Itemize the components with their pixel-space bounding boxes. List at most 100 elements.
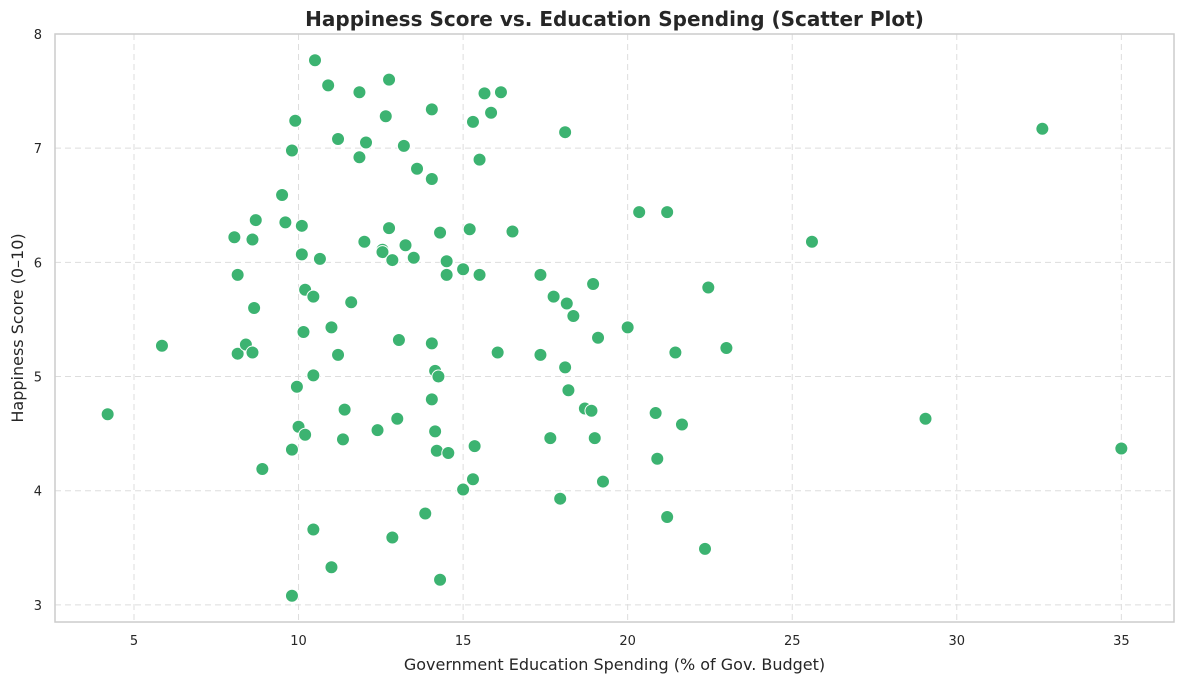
data-point xyxy=(719,340,734,355)
data-point xyxy=(620,320,635,335)
data-point xyxy=(566,309,581,324)
chart-title: Happiness Score vs. Education Spending (… xyxy=(305,7,924,31)
data-point xyxy=(331,132,346,147)
data-point xyxy=(533,347,548,362)
y-tick-label: 4 xyxy=(34,485,42,500)
data-point xyxy=(424,392,439,407)
data-point xyxy=(382,72,397,87)
data-point xyxy=(561,383,576,398)
data-point xyxy=(331,347,346,362)
data-point xyxy=(650,451,665,466)
data-point xyxy=(370,423,385,438)
data-point xyxy=(546,289,561,304)
data-point xyxy=(335,432,350,447)
grid-lines xyxy=(55,33,1174,622)
data-point xyxy=(284,588,299,603)
data-point xyxy=(352,150,367,165)
x-tick-label: 10 xyxy=(290,634,307,649)
data-point xyxy=(344,295,359,310)
data-point xyxy=(472,152,487,167)
data-point xyxy=(433,572,448,587)
data-point xyxy=(462,222,477,237)
data-point xyxy=(553,491,568,506)
data-point xyxy=(648,406,663,421)
data-point xyxy=(410,161,425,176)
data-point xyxy=(1114,441,1129,456)
data-point xyxy=(424,102,439,117)
data-point xyxy=(312,251,327,266)
data-point xyxy=(247,301,262,316)
y-tick-label: 6 xyxy=(34,256,42,271)
tick-labels: 5 10 15 20 25 30 35 3 4 5 6 7 8 xyxy=(34,28,1130,649)
data-point xyxy=(558,360,573,375)
data-point xyxy=(275,187,290,202)
data-point xyxy=(660,205,675,220)
data-point xyxy=(294,218,309,233)
data-point xyxy=(543,431,558,446)
data-point xyxy=(918,411,933,426)
data-point xyxy=(493,85,508,100)
data-point xyxy=(391,332,406,347)
data-point xyxy=(284,143,299,158)
x-tick-label: 30 xyxy=(949,634,966,649)
data-point xyxy=(632,205,647,220)
data-point xyxy=(308,53,323,68)
data-point xyxy=(418,506,433,521)
data-point xyxy=(255,462,270,477)
y-tick-label: 3 xyxy=(34,599,42,614)
data-point xyxy=(398,238,413,253)
data-point xyxy=(306,368,321,383)
data-point xyxy=(484,105,499,120)
data-point xyxy=(701,280,716,295)
data-point xyxy=(248,213,263,228)
data-point xyxy=(385,253,400,268)
data-point xyxy=(375,245,390,260)
data-point xyxy=(288,113,303,128)
data-point xyxy=(465,114,480,129)
data-point xyxy=(359,135,374,150)
data-point xyxy=(558,125,573,140)
data-point xyxy=(352,85,367,100)
data-point xyxy=(230,267,245,282)
data-point xyxy=(396,138,411,153)
data-point xyxy=(357,234,372,249)
x-tick-label: 35 xyxy=(1113,634,1130,649)
y-tick-label: 5 xyxy=(34,371,42,386)
data-point xyxy=(378,109,393,124)
y-axis-label: Happiness Score (0–10) xyxy=(8,233,27,422)
data-point xyxy=(467,439,482,454)
data-point xyxy=(441,446,456,461)
data-point xyxy=(324,320,339,335)
data-point xyxy=(100,407,115,422)
data-point xyxy=(586,277,601,292)
data-point xyxy=(698,541,713,556)
x-tick-label: 15 xyxy=(455,634,472,649)
x-axis-label: Government Education Spending (% of Gov.… xyxy=(404,655,825,674)
data-point xyxy=(337,402,352,417)
data-point xyxy=(1035,121,1050,136)
data-point xyxy=(668,345,683,360)
data-point xyxy=(154,338,169,353)
data-point xyxy=(456,482,471,497)
data-point xyxy=(230,346,245,361)
data-point xyxy=(424,336,439,351)
data-point xyxy=(804,234,819,249)
data-point xyxy=(390,411,405,426)
data-point xyxy=(559,296,574,311)
x-tick-label: 5 xyxy=(130,634,138,649)
data-point xyxy=(533,267,548,282)
data-point xyxy=(406,250,421,265)
data-point xyxy=(306,522,321,537)
y-tick-label: 8 xyxy=(34,28,42,43)
data-point xyxy=(227,230,242,245)
data-point xyxy=(385,530,400,545)
data-point xyxy=(321,78,336,93)
data-point xyxy=(324,560,339,575)
data-point xyxy=(289,379,304,394)
data-point xyxy=(306,289,321,304)
x-tick-label: 25 xyxy=(784,634,801,649)
data-point xyxy=(439,267,454,282)
data-points xyxy=(100,53,1129,603)
data-point xyxy=(424,172,439,187)
